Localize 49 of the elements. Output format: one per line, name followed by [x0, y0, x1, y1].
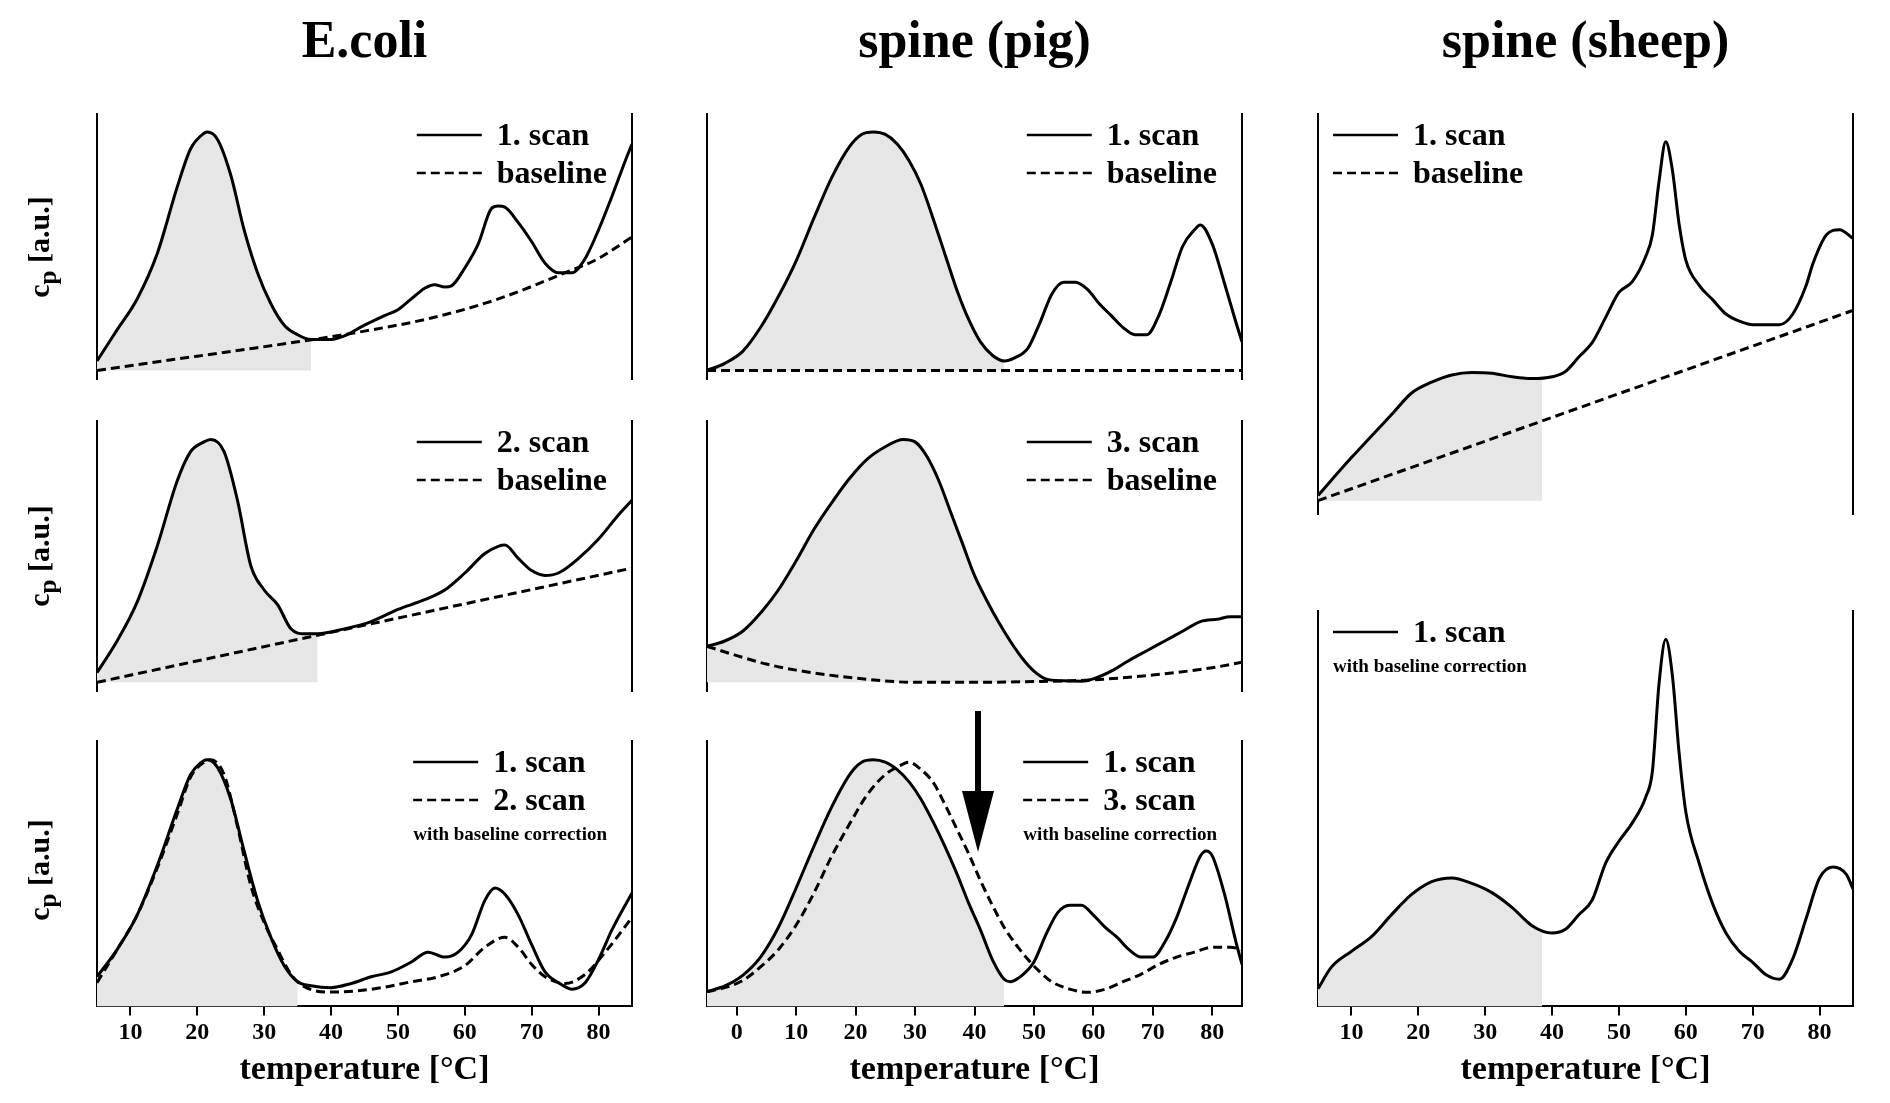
x-tick-label: 80 [1200, 1018, 1225, 1044]
x-tick-label: 20 [843, 1018, 868, 1044]
x-tick-label: 60 [1673, 1018, 1698, 1044]
x-tick-label: 10 [1339, 1018, 1364, 1044]
legend-label: baseline [496, 461, 607, 497]
x-tick-label: 20 [185, 1018, 210, 1044]
chart-title: spine (pig) [857, 10, 1092, 69]
x-tick-label: 50 [385, 1018, 410, 1044]
annotation: with baseline correction [413, 823, 608, 844]
x-tick-label: 80 [1807, 1018, 1832, 1044]
legend-label: baseline [1106, 154, 1217, 190]
x-axis-title: temperature [°C] [239, 1049, 490, 1087]
chart-title: E.coli [300, 10, 429, 69]
x-tick-label: 70 [1140, 1018, 1165, 1044]
x-tick-label: 30 [252, 1018, 277, 1044]
x-tick-label: 50 [1606, 1018, 1631, 1044]
annotation: with baseline correction [1333, 655, 1528, 676]
x-tick-label: 40 [962, 1018, 987, 1044]
x-tick-label: 60 [1081, 1018, 1106, 1044]
x-tick-label: 0 [730, 1018, 743, 1044]
annotation: with baseline correction [1023, 823, 1218, 844]
legend-label: 1. scan [496, 116, 590, 152]
x-tick-label: 40 [1540, 1018, 1565, 1044]
x-axis-title: temperature [°C] [849, 1049, 1100, 1087]
x-tick-label: 10 [118, 1018, 143, 1044]
x-tick-label: 70 [519, 1018, 544, 1044]
x-tick-label: 30 [903, 1018, 928, 1044]
x-tick-label: 10 [784, 1018, 809, 1044]
x-tick-label: 80 [586, 1018, 611, 1044]
legend-label: 3. scan [1106, 423, 1200, 459]
x-tick-label: 70 [1740, 1018, 1765, 1044]
x-axis-title: temperature [°C] [1460, 1049, 1711, 1087]
legend-label: baseline [496, 154, 607, 190]
x-tick-label: 50 [1021, 1018, 1046, 1044]
x-tick-label: 60 [452, 1018, 477, 1044]
x-tick-label: 20 [1406, 1018, 1431, 1044]
legend-label: 1. scan [493, 743, 586, 779]
legend-label: 2. scan [496, 423, 590, 459]
chart-title: spine (sheep) [1440, 10, 1731, 69]
x-tick-label: 40 [319, 1018, 344, 1044]
legend-label: 1. scan [1103, 743, 1196, 779]
legend-label: 1. scan [1413, 116, 1506, 152]
legend-label: 1. scan [1413, 613, 1506, 649]
legend-label: 1. scan [1106, 116, 1200, 152]
legend-label: 2. scan [493, 781, 586, 817]
legend-label: baseline [1413, 154, 1524, 190]
x-tick-label: 30 [1473, 1018, 1498, 1044]
legend-label: baseline [1106, 461, 1217, 497]
legend-label: 3. scan [1103, 781, 1196, 817]
